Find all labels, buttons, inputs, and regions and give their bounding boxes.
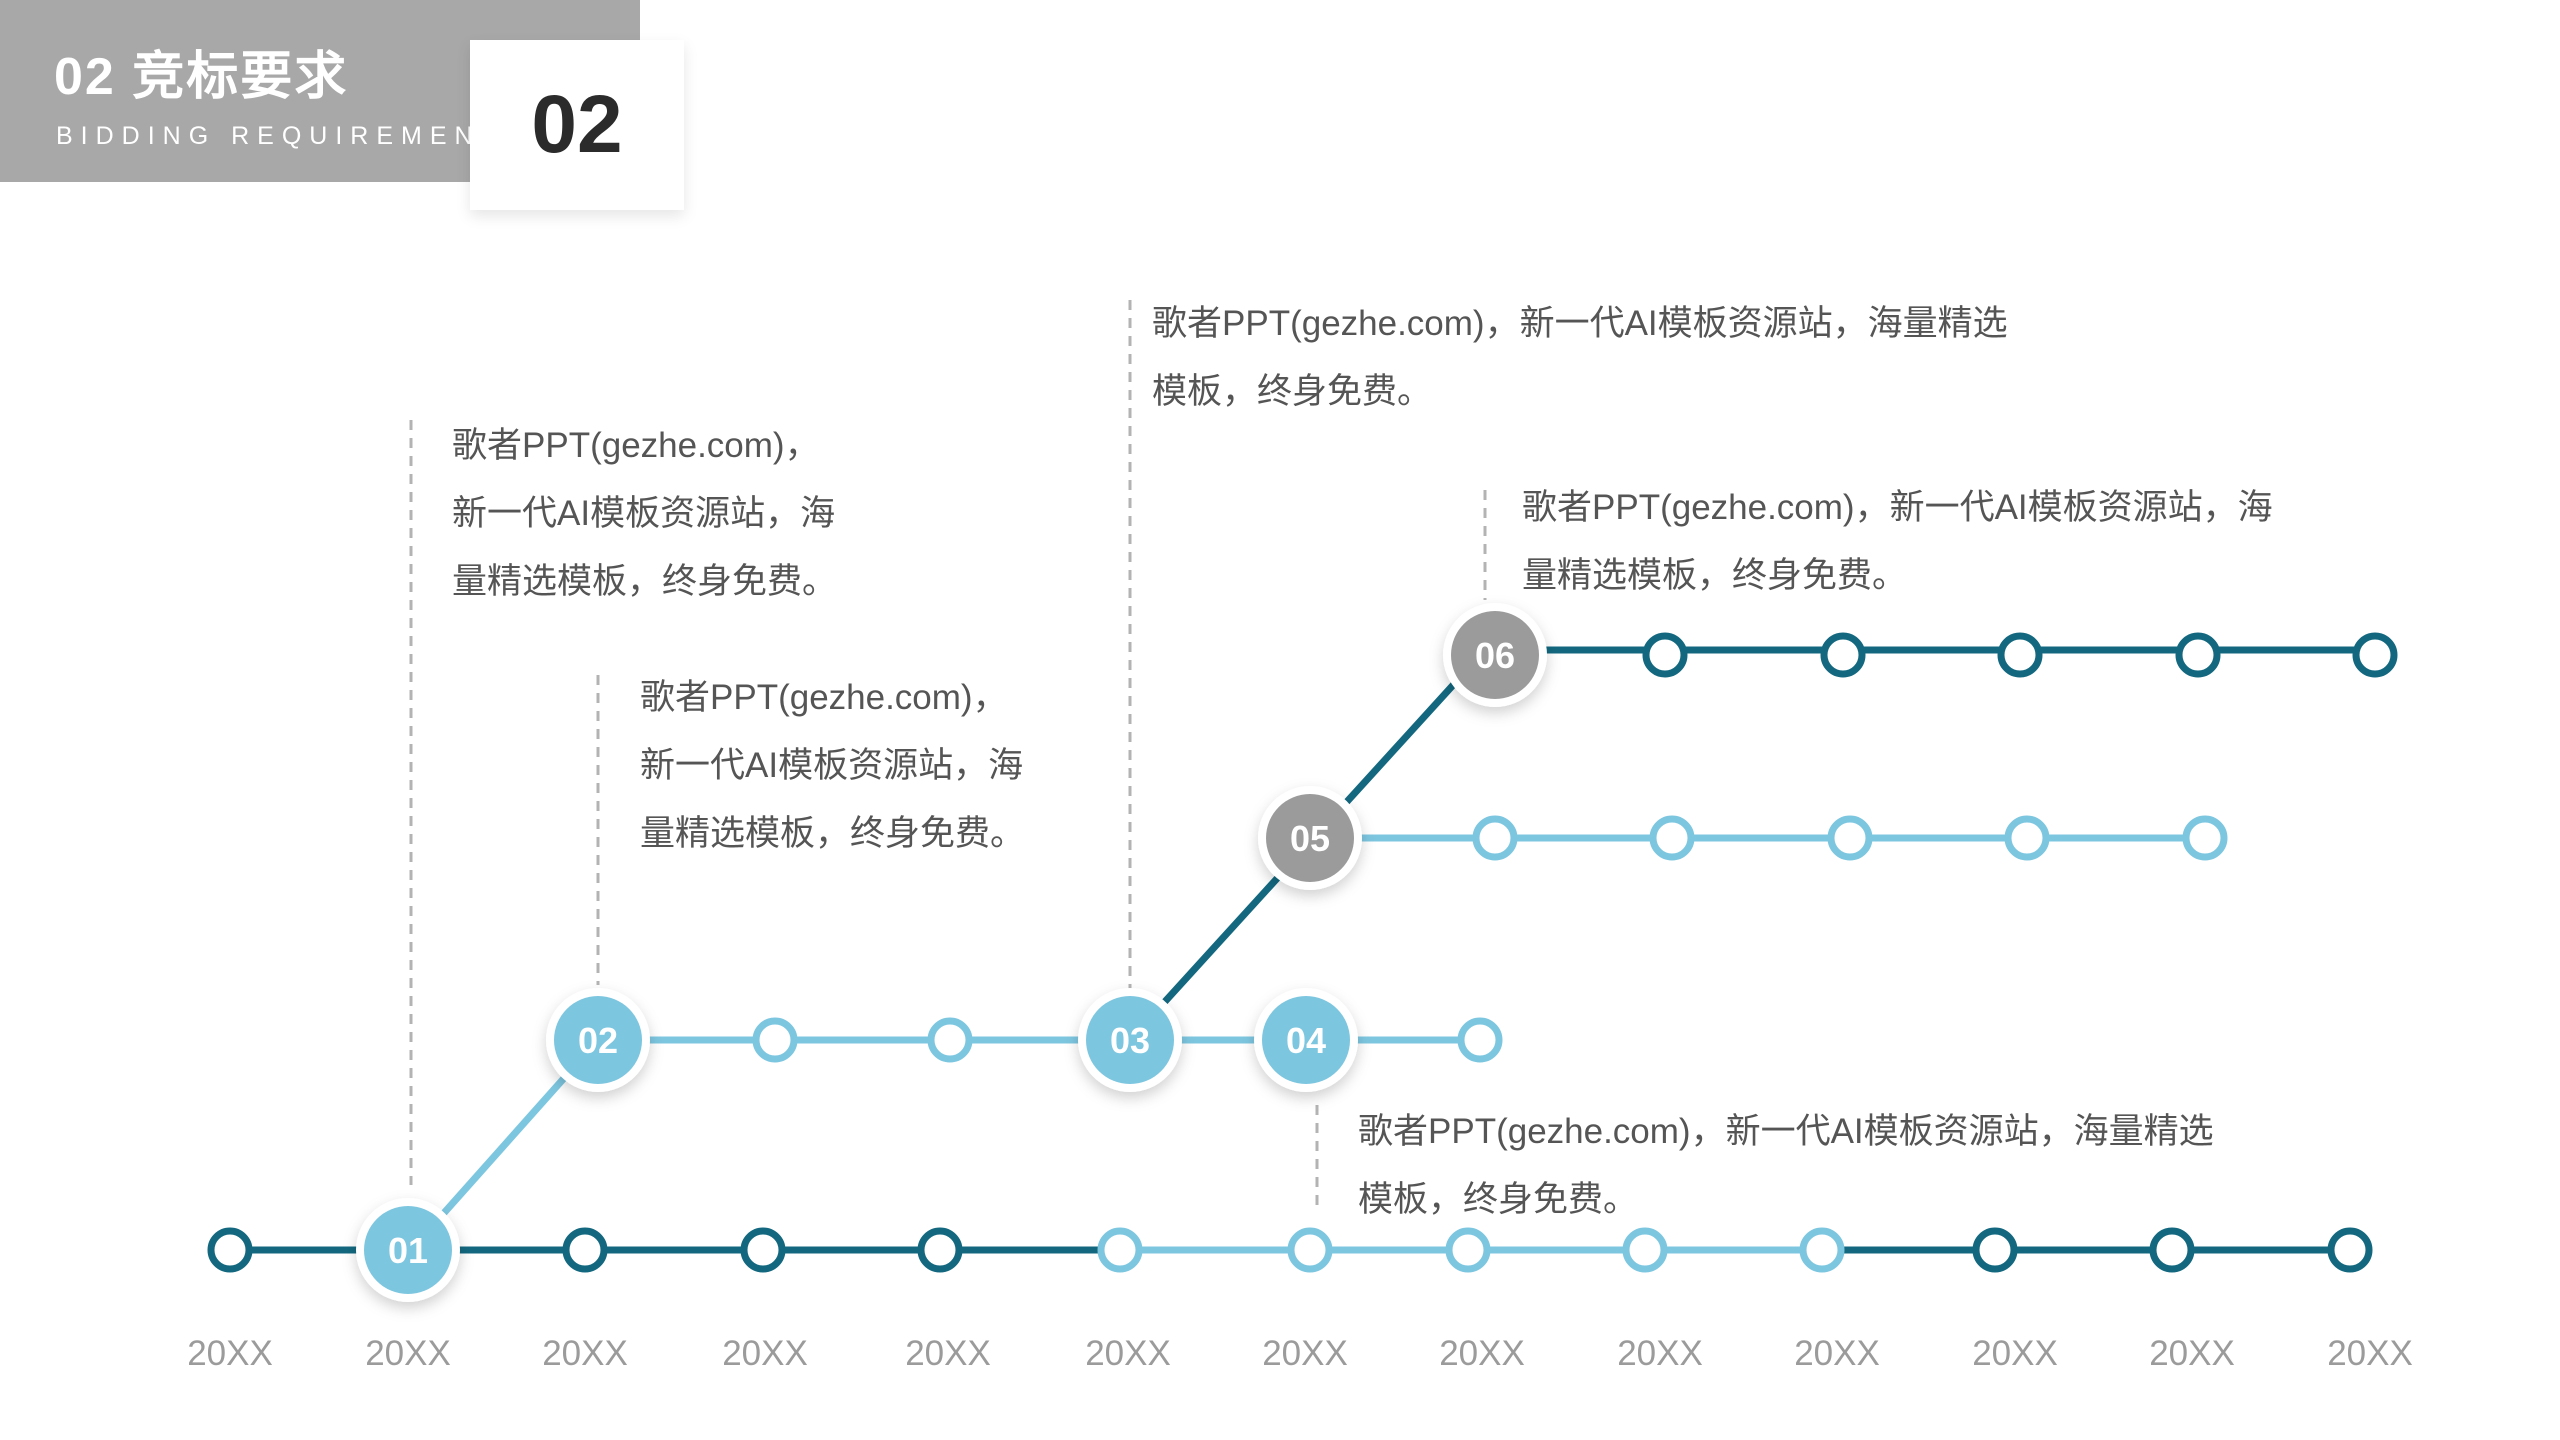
milestone-note: 歌者PPT(gezhe.com)，新一代AI模板资源站，海量精选模板，终身免费。 <box>640 678 1026 853</box>
timeline-node <box>917 1227 963 1273</box>
milestone-06: 06 <box>1443 603 1547 707</box>
timeline-node <box>1457 1017 1503 1063</box>
timeline-node <box>2182 815 2228 861</box>
year-label: 20XX <box>1617 1334 1703 1373</box>
milestone-04: 04 <box>1254 988 1358 1092</box>
year-label: 20XX <box>542 1334 628 1373</box>
milestone-label: 06 <box>1475 635 1515 676</box>
timeline-node <box>1287 1227 1333 1273</box>
timeline-node <box>2149 1227 2195 1273</box>
milestone-01: 01 <box>356 1198 460 1302</box>
milestone-note: 歌者PPT(gezhe.com)，新一代AI模板资源站，海量精选模板，终身免费。 <box>1522 488 2273 595</box>
timeline-node <box>2352 632 2398 678</box>
milestone-fill <box>364 1206 452 1294</box>
year-label: 20XX <box>1439 1334 1525 1373</box>
milestone-03: 03 <box>1078 988 1182 1092</box>
milestone-note: 歌者PPT(gezhe.com)，新一代AI模板资源站，海量精选模板，终身免费。 <box>452 426 838 601</box>
milestone-note: 歌者PPT(gezhe.com)，新一代AI模板资源站，海量精选模板，终身免费。 <box>1358 1112 2214 1219</box>
milestone-label: 02 <box>578 1020 618 1061</box>
timeline-node <box>1820 632 1866 678</box>
timeline-node <box>1649 815 1695 861</box>
year-label: 20XX <box>365 1334 451 1373</box>
timeline-node <box>1622 1227 1668 1273</box>
timeline-node <box>1097 1227 1143 1273</box>
timeline-node <box>1472 815 1518 861</box>
milestone-fill <box>1451 611 1539 699</box>
timeline-node <box>1972 1227 2018 1273</box>
year-label: 20XX <box>1794 1334 1880 1373</box>
year-label: 20XX <box>1085 1334 1171 1373</box>
milestone-label: 04 <box>1286 1020 1326 1061</box>
timeline-nodes <box>207 632 2398 1273</box>
year-label: 20XX <box>187 1334 273 1373</box>
timeline-node <box>1445 1227 1491 1273</box>
milestone-label: 03 <box>1110 1020 1150 1061</box>
milestone-note: 歌者PPT(gezhe.com)，新一代AI模板资源站，海量精选模板，终身免费。 <box>1152 304 2008 411</box>
timeline-node <box>207 1227 253 1273</box>
year-label: 20XX <box>2149 1334 2235 1373</box>
milestone-fill <box>1086 996 1174 1084</box>
timeline-node <box>2175 632 2221 678</box>
year-label: 20XX <box>722 1334 808 1373</box>
milestone-fill <box>554 996 642 1084</box>
timeline-node <box>2327 1227 2373 1273</box>
timeline-node <box>740 1227 786 1273</box>
section-number-card: 02 <box>470 40 684 210</box>
timeline-node <box>1799 1227 1845 1273</box>
milestone-fill <box>1266 794 1354 882</box>
year-axis-labels: 20XX 20XX 20XX 20XX 20XX 20XX 20XX 20XX 20XX 20XX… <box>187 1334 2413 1373</box>
milestone-02: 02 <box>546 988 650 1092</box>
section-number: 02 <box>531 79 623 170</box>
milestone-label: 01 <box>388 1230 428 1271</box>
timeline-node <box>2004 815 2050 861</box>
milestone-05: 05 <box>1258 786 1362 890</box>
milestone-markers: 01 02 03 04 05 06 <box>356 603 1547 1302</box>
timeline-node <box>1997 632 2043 678</box>
milestone-fill <box>1262 996 1350 1084</box>
timeline-node <box>562 1227 608 1273</box>
year-label: 20XX <box>905 1334 991 1373</box>
page-subtitle: BIDDING REQUIREMENTS <box>56 122 529 150</box>
timeline-node <box>752 1017 798 1063</box>
timeline-node <box>1827 815 1873 861</box>
timeline-node <box>927 1017 973 1063</box>
year-label: 20XX <box>2327 1334 2413 1373</box>
year-label: 20XX <box>1972 1334 2058 1373</box>
connector-lines <box>409 300 1487 1205</box>
milestone-label: 05 <box>1290 818 1330 859</box>
year-label: 20XX <box>1262 1334 1348 1373</box>
timeline-node <box>1642 632 1688 678</box>
page-title: 02 竞标要求 <box>54 48 349 106</box>
